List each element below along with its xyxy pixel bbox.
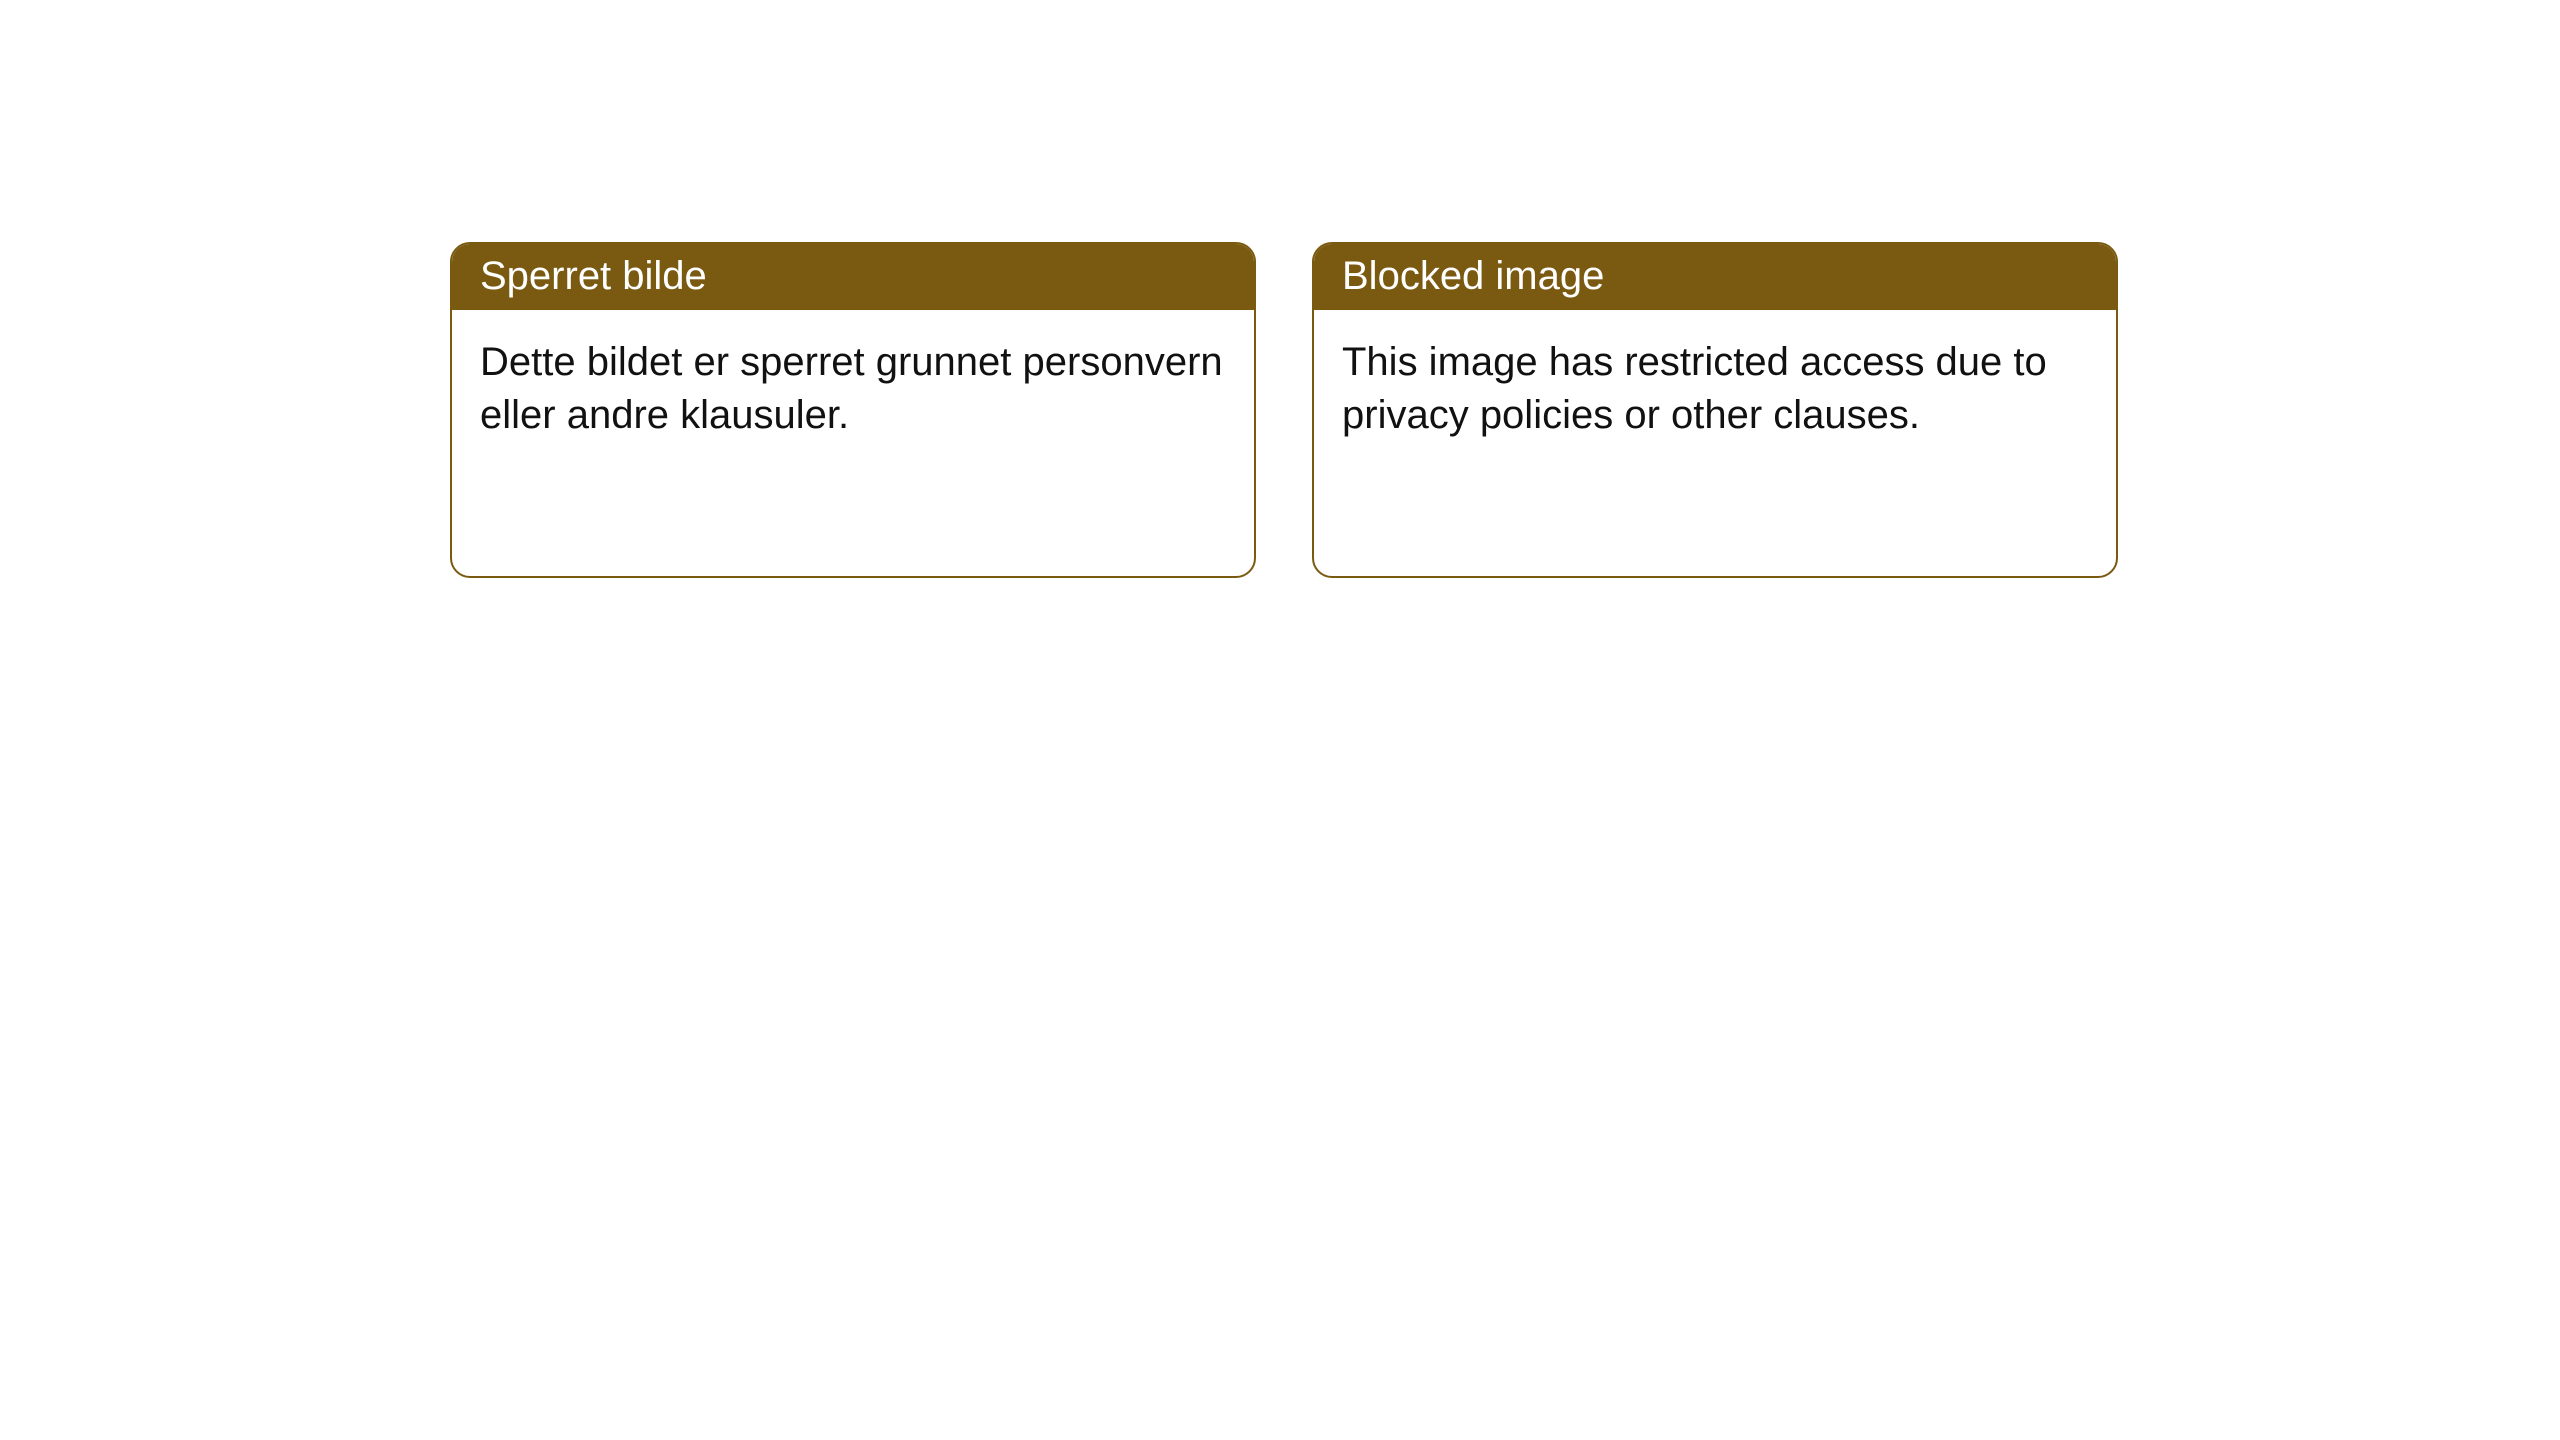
notice-body-norwegian: Dette bildet er sperret grunnet personve… [452,310,1254,468]
notice-title-english: Blocked image [1314,244,2116,310]
notice-title-norwegian: Sperret bilde [452,244,1254,310]
notice-container: Sperret bilde Dette bildet er sperret gr… [450,242,2118,578]
notice-card-norwegian: Sperret bilde Dette bildet er sperret gr… [450,242,1256,578]
notice-card-english: Blocked image This image has restricted … [1312,242,2118,578]
notice-body-english: This image has restricted access due to … [1314,310,2116,468]
